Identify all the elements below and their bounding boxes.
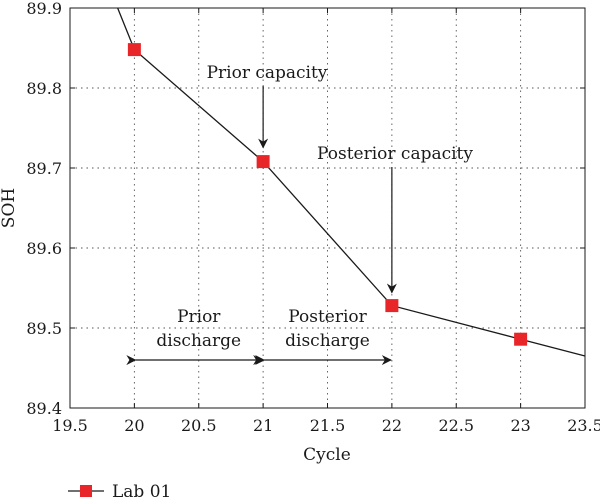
legend-marker-icon (80, 485, 92, 497)
x-tick-label: 21.5 (310, 416, 346, 435)
y-tick-label: 89.8 (26, 79, 62, 98)
y-tick-label: 89.5 (26, 319, 62, 338)
series (117, 7, 586, 357)
x-tick-label: 23.5 (567, 416, 600, 435)
x-tick-label: 20.5 (181, 416, 217, 435)
annotation-prior-discharge-line1: Prior (177, 307, 221, 327)
data-point-marker (514, 332, 528, 346)
annotation-prior-capacity: Prior capacity (207, 63, 328, 83)
series-line (117, 7, 586, 357)
y-tick-label: 89.7 (26, 159, 62, 178)
data-point-marker (127, 43, 141, 57)
y-tick-label: 89.6 (26, 239, 62, 258)
data-point-marker (256, 155, 270, 169)
legend-label: Lab 01 (112, 482, 171, 499)
y-tick-label: 89.9 (26, 0, 62, 18)
x-tick-label: 22 (382, 416, 402, 435)
data-point-marker (385, 299, 399, 313)
x-tick-label: 22.5 (438, 416, 474, 435)
y-axis-title: SOH (0, 188, 19, 228)
annotation-posterior-discharge-line1: Posterior (288, 307, 367, 327)
axis-ticks: 19.5 20 20.5 21 21.5 22 22.5 23 23.5 89.4 89.5 89.6… (26, 0, 600, 435)
x-axis-title: Cycle (303, 445, 351, 465)
legend: Lab 01 (68, 482, 171, 499)
annotation-posterior-discharge-line2: discharge (285, 331, 370, 351)
annotation-prior-discharge-line2: discharge (156, 331, 241, 351)
y-tick-label: 89.4 (26, 399, 62, 418)
x-tick-label: 23 (510, 416, 530, 435)
annotation-posterior-capacity: Posterior capacity (317, 144, 473, 164)
x-tick-label: 20 (124, 416, 144, 435)
x-tick-label: 19.5 (52, 416, 88, 435)
grid (70, 8, 585, 408)
x-tick-label: 21 (253, 416, 273, 435)
annotations: Prior capacity Posterior capacity Prior dis… (126, 63, 473, 365)
